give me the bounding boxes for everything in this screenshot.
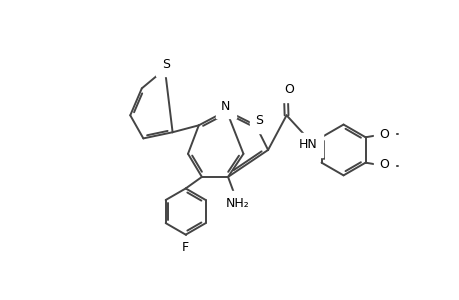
- Text: NH₂: NH₂: [226, 196, 249, 210]
- Text: S: S: [161, 58, 169, 71]
- Text: O: O: [283, 83, 293, 96]
- Text: F: F: [182, 241, 189, 254]
- Text: O: O: [379, 158, 388, 172]
- Text: S: S: [255, 114, 263, 127]
- Text: O: O: [379, 128, 388, 141]
- Text: N: N: [221, 100, 230, 112]
- Text: HN: HN: [298, 138, 317, 151]
